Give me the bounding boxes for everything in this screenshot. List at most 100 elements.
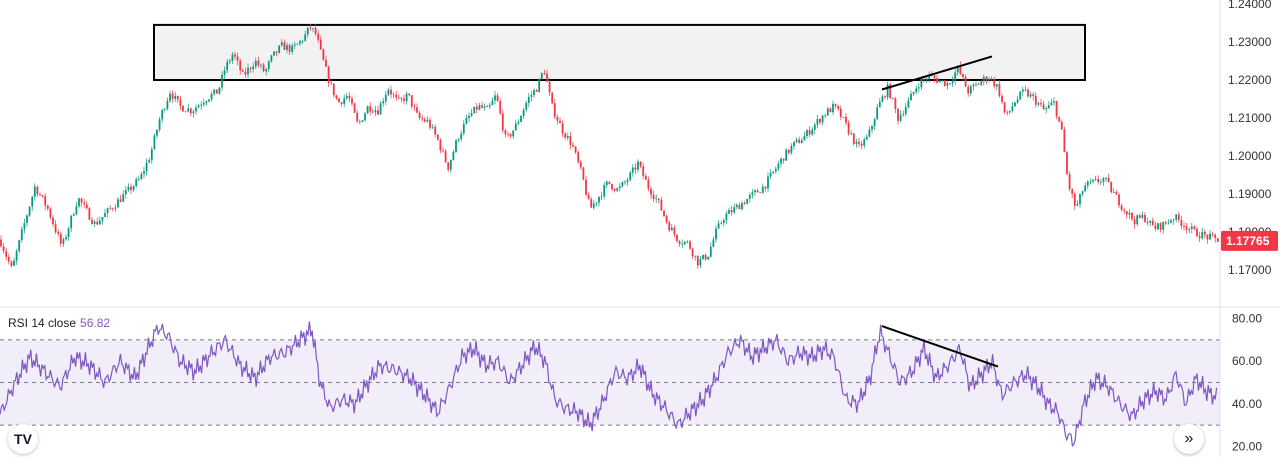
candle xyxy=(85,200,88,210)
candle xyxy=(301,39,304,44)
candle xyxy=(309,23,312,32)
candle xyxy=(551,92,554,105)
candle xyxy=(722,218,725,227)
candle xyxy=(832,100,834,116)
candle xyxy=(1089,178,1092,185)
candle xyxy=(67,226,70,241)
candle xyxy=(101,216,104,225)
candle xyxy=(639,160,642,169)
candle xyxy=(600,192,603,201)
candle xyxy=(444,149,447,163)
candle xyxy=(517,119,520,126)
candle xyxy=(1019,90,1022,101)
logo-text: TV xyxy=(14,431,32,447)
candle xyxy=(228,58,231,65)
candle xyxy=(538,78,541,93)
price-tick-label: 1.17000 xyxy=(1228,263,1272,277)
candle xyxy=(559,117,561,124)
candle xyxy=(985,75,988,85)
candle xyxy=(977,82,980,85)
candle xyxy=(10,260,13,268)
candle xyxy=(460,130,463,142)
candle xyxy=(499,98,502,116)
candle xyxy=(1058,116,1061,123)
candle xyxy=(647,176,650,192)
candle xyxy=(423,116,426,123)
candle xyxy=(0,235,2,248)
candle xyxy=(860,140,863,150)
candle xyxy=(1050,98,1053,106)
candle xyxy=(130,183,132,195)
scroll-to-realtime-button[interactable]: » xyxy=(1174,424,1204,454)
candle xyxy=(1097,175,1100,185)
candle xyxy=(280,39,283,47)
candle xyxy=(691,247,694,260)
candle xyxy=(33,183,36,201)
candle xyxy=(1107,174,1110,183)
price-trendline[interactable] xyxy=(881,55,993,91)
candle xyxy=(808,126,811,138)
candle xyxy=(1006,110,1009,116)
candle xyxy=(124,186,127,199)
candle xyxy=(351,95,353,107)
candle xyxy=(215,89,218,94)
candle xyxy=(1034,92,1037,108)
candle xyxy=(312,27,314,33)
candle xyxy=(1177,211,1180,223)
price-axis[interactable]: 1.24000 1.23000 1.22000 1.21000 1.20000 1.190… xyxy=(1221,0,1278,277)
candle xyxy=(213,89,216,96)
candle xyxy=(730,205,733,216)
resistance-zone-rectangle[interactable] xyxy=(153,23,1086,81)
candle xyxy=(442,147,444,153)
candle xyxy=(954,68,957,85)
candle xyxy=(36,185,39,197)
candle xyxy=(1170,218,1172,224)
candle xyxy=(291,43,294,55)
candle xyxy=(681,239,684,249)
rsi-trendline[interactable] xyxy=(881,325,999,368)
tradingview-logo-icon[interactable]: TV xyxy=(8,424,38,454)
candle xyxy=(1076,200,1079,207)
candle xyxy=(520,114,522,123)
candle xyxy=(299,40,301,47)
rsi-line[interactable] xyxy=(0,321,1218,447)
candle xyxy=(13,257,15,267)
price-tick-label: 1.20000 xyxy=(1228,149,1272,163)
candle xyxy=(712,236,715,248)
candle xyxy=(699,255,702,269)
candle xyxy=(871,125,873,134)
candle xyxy=(158,116,161,133)
candle xyxy=(156,129,158,139)
candle xyxy=(488,102,491,110)
candle xyxy=(865,133,868,141)
candle xyxy=(384,90,387,105)
candle xyxy=(1175,213,1178,223)
candle xyxy=(166,97,169,111)
candle xyxy=(577,150,580,164)
candle xyxy=(1118,192,1120,209)
candle xyxy=(353,102,356,114)
candle xyxy=(184,111,187,113)
candle xyxy=(1024,85,1027,92)
candle xyxy=(374,106,377,116)
candle xyxy=(1102,176,1105,187)
candle xyxy=(1120,203,1123,212)
candle xyxy=(1138,213,1141,219)
rsi-legend[interactable]: RSI 14 close 56.82 xyxy=(8,316,110,330)
rsi-legend-value: 56.82 xyxy=(80,316,111,330)
candle xyxy=(816,114,819,129)
candle xyxy=(769,169,772,179)
candle xyxy=(782,158,785,164)
candle xyxy=(790,143,793,155)
candle xyxy=(899,110,902,123)
rsi-axis[interactable]: 80.00 60.00 40.00 20.00 xyxy=(1232,312,1262,454)
candle xyxy=(834,103,837,109)
candle xyxy=(569,131,572,150)
candle xyxy=(1144,212,1146,223)
candle xyxy=(938,78,941,83)
candle xyxy=(715,225,717,243)
candle xyxy=(579,159,582,170)
candle xyxy=(1029,91,1032,99)
candle xyxy=(951,76,954,88)
